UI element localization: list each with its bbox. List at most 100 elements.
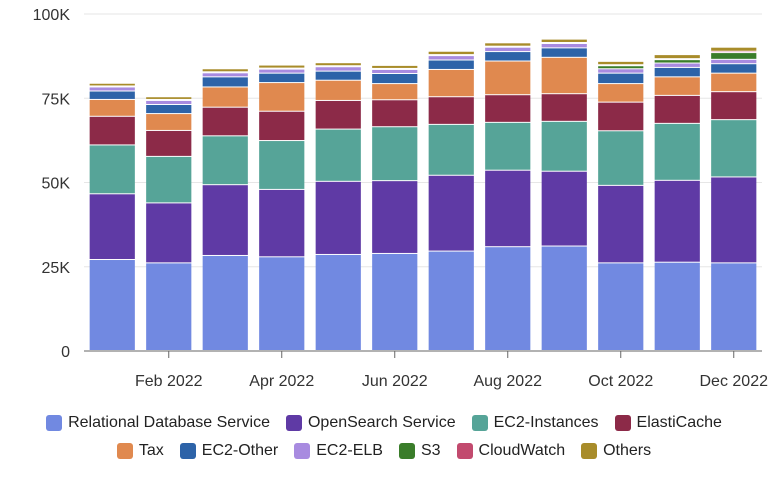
bar-segment (485, 47, 531, 52)
bar-segment (598, 263, 644, 350)
bar-segment (146, 263, 192, 350)
bar-segment (485, 61, 531, 95)
bar-segment (428, 251, 474, 350)
legend-swatch (471, 415, 488, 431)
bar-segment (315, 129, 361, 181)
bar-segment (372, 253, 418, 350)
bar-segment (428, 69, 474, 97)
bar-segment (146, 114, 192, 130)
legend-swatch (398, 443, 415, 459)
bar-segment (654, 123, 700, 180)
bar-segment (259, 257, 305, 350)
bar-segment (146, 104, 192, 114)
bar-segment (259, 65, 305, 68)
bar-segment (654, 77, 700, 95)
legend-label: S3 (420, 442, 441, 459)
bar-segment (372, 127, 418, 181)
bar-segment (485, 95, 531, 122)
y-tick-label: 100K (33, 7, 71, 24)
bar-segment (428, 56, 474, 60)
bar-segment (372, 100, 418, 127)
legend-swatch (46, 415, 63, 431)
legend-entry[interactable]: Relational Database Service (46, 414, 270, 432)
bar-segment (598, 102, 644, 131)
bar-segment (654, 63, 700, 67)
legend-label: EC2-Instances (493, 414, 599, 431)
bar-segment (485, 170, 531, 247)
bar-segment (654, 60, 700, 63)
bar-segment (428, 175, 474, 251)
bar-segment (372, 73, 418, 84)
legend-swatch (614, 415, 631, 431)
bar-segment (485, 52, 531, 61)
bar-segment (541, 94, 587, 121)
legend-swatch (294, 443, 311, 459)
legend-entry[interactable]: OpenSearch Service (285, 414, 456, 432)
gridlines (84, 13, 762, 268)
legend-label: EC2-Other (201, 442, 279, 459)
x-axis-tick-labels: Feb 2022 Apr 2022 Jun 2022 Aug 2022 Oct 2022… (135, 373, 768, 390)
bar-segment (202, 255, 248, 350)
y-tick-label: 25K (42, 260, 71, 277)
legend-label: OpenSearch Service (307, 414, 456, 431)
legend-label: Tax (138, 442, 164, 459)
bar-segment (654, 95, 700, 123)
bar-segment (654, 67, 700, 77)
x-tick-label: Feb 2022 (135, 373, 203, 390)
legend-label: Relational Database Service (68, 414, 270, 431)
bar-segment (259, 111, 305, 141)
legend-swatch (581, 443, 598, 459)
legend-entry[interactable]: Tax (116, 442, 164, 460)
bar-segment (315, 63, 361, 66)
bar-segment (89, 194, 135, 260)
bar-segment (654, 180, 700, 262)
bar-segment (711, 53, 757, 59)
bar-segment (372, 65, 418, 68)
legend-entry[interactable]: S3 (398, 442, 441, 460)
legend-row-2: Tax EC2-Other EC2-ELB S3 CloudWatch Others (0, 442, 768, 460)
bar-segment (372, 69, 418, 73)
legend-entry[interactable]: EC2-Instances (471, 414, 599, 432)
legend-swatch (456, 443, 473, 459)
legend-entry[interactable]: ElastiCache (614, 414, 722, 432)
bar-segment (202, 73, 248, 77)
legend-entry[interactable]: CloudWatch (456, 442, 566, 460)
legend-label: EC2-ELB (316, 442, 383, 459)
bar-segment (711, 92, 757, 120)
bar-segment (654, 55, 700, 59)
bar-segment (89, 91, 135, 99)
bar-segment (315, 254, 361, 350)
legend-label: CloudWatch (478, 442, 566, 459)
legend-swatch (116, 443, 133, 459)
legend-entry[interactable]: Others (581, 442, 651, 460)
bar-segment (146, 100, 192, 104)
bar-segment (711, 59, 757, 64)
bar-segment (259, 73, 305, 83)
y-tick-label: 75K (42, 91, 71, 108)
bar-segment (89, 87, 135, 91)
bar-segment (598, 84, 644, 102)
legend-swatch (179, 443, 196, 459)
legend-label: Others (603, 442, 652, 459)
bar-segment (89, 260, 135, 350)
bar-segment (598, 131, 644, 185)
legend-entry[interactable]: EC2-Other (179, 442, 279, 460)
bar-segment (202, 107, 248, 136)
legend-swatch (285, 415, 302, 431)
bar-segment (202, 69, 248, 72)
bar-segment (259, 83, 305, 111)
bar-segment (428, 124, 474, 175)
bar-segment (541, 171, 587, 246)
bar-segment (428, 51, 474, 55)
bar-segment (146, 97, 192, 99)
x-tick-label: Dec 2022 (700, 373, 768, 390)
bar-segment (711, 120, 757, 177)
bar-segment (654, 262, 700, 350)
bar-segment (711, 263, 757, 350)
bar-segment (89, 116, 135, 145)
bar-segment (146, 156, 192, 203)
bar-segment (315, 181, 361, 254)
legend-entry[interactable]: EC2-ELB (294, 442, 383, 460)
bar-segment (315, 71, 361, 80)
x-tick-label: Aug 2022 (473, 373, 542, 390)
